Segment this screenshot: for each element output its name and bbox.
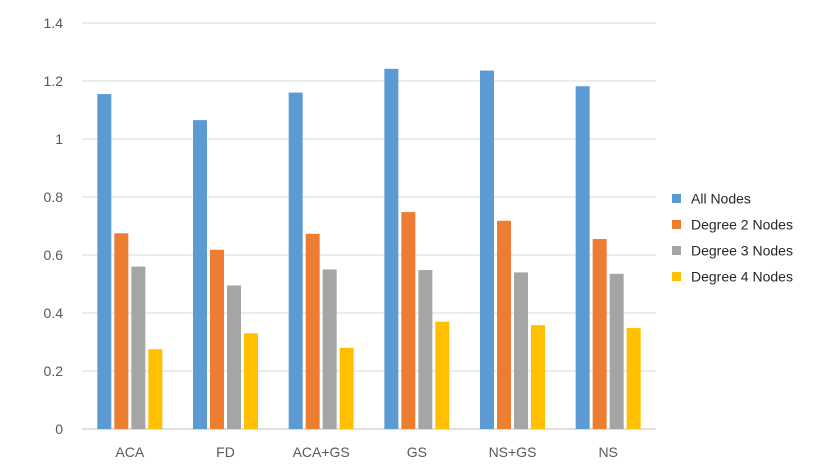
gridlines bbox=[82, 22, 656, 430]
legend-label: All Nodes bbox=[691, 191, 751, 207]
bar-degree-2-nodes-aca-plus-gs bbox=[305, 233, 320, 429]
y-tick-label: 0 bbox=[55, 421, 63, 437]
x-tick-label: NS bbox=[598, 444, 617, 460]
bar-degree-3-nodes-aca bbox=[131, 266, 146, 429]
legend-swatch bbox=[672, 220, 681, 229]
bar-degree-3-nodes-ns bbox=[609, 273, 624, 429]
x-axis: ACA FD ACA+GS GS NS+GS NS bbox=[115, 444, 617, 460]
bars bbox=[97, 68, 641, 430]
y-tick-label: 0.6 bbox=[44, 247, 64, 263]
bar-degree-3-nodes-aca-plus-gs bbox=[322, 269, 337, 429]
y-tick-label: 1 bbox=[55, 131, 63, 147]
bar-degree-4-nodes-fd bbox=[244, 333, 258, 429]
bar-degree-2-nodes-aca bbox=[114, 233, 129, 429]
bar-degree-3-nodes-gs bbox=[418, 270, 433, 429]
legend-label: Degree 4 Nodes bbox=[691, 269, 793, 285]
bar-degree-2-nodes-fd bbox=[210, 249, 224, 429]
x-tick-label: ACA bbox=[115, 444, 144, 460]
y-tick-label: 0.2 bbox=[44, 363, 64, 379]
x-tick-label: ACA+GS bbox=[293, 444, 350, 460]
bar-all-nodes-fd bbox=[193, 120, 207, 430]
bar-degree-4-nodes-ns-plus-gs bbox=[531, 325, 545, 429]
bar-degree-2-nodes-gs bbox=[401, 212, 416, 429]
bar-degree-4-nodes-aca bbox=[148, 349, 163, 429]
bar-degree-2-nodes-ns-plus-gs bbox=[497, 220, 511, 429]
y-axis: 0 0.2 0.4 0.6 0.8 1 1.2 1.4 bbox=[44, 15, 64, 437]
bar-all-nodes-aca-plus-gs bbox=[288, 92, 303, 429]
x-tick-label: NS+GS bbox=[489, 444, 537, 460]
y-tick-label: 1.4 bbox=[44, 15, 64, 31]
legend-swatch bbox=[672, 272, 681, 281]
bar-degree-3-nodes-fd bbox=[227, 285, 241, 429]
bar-all-nodes-ns bbox=[575, 86, 590, 429]
bar-degree-4-nodes-aca-plus-gs bbox=[339, 347, 354, 429]
bar-degree-4-nodes-ns bbox=[626, 328, 641, 429]
x-tick-label: GS bbox=[407, 444, 427, 460]
x-tick-label: FD bbox=[216, 444, 235, 460]
y-tick-label: 0.4 bbox=[44, 305, 64, 321]
bar-degree-3-nodes-ns-plus-gs bbox=[514, 272, 528, 429]
y-tick-label: 0.8 bbox=[44, 189, 64, 205]
legend: All Nodes Degree 2 Nodes Degree 3 Nodes Deg… bbox=[672, 191, 793, 285]
bar-all-nodes-gs bbox=[384, 68, 399, 429]
legend-label: Degree 3 Nodes bbox=[691, 243, 793, 259]
legend-swatch bbox=[672, 246, 681, 255]
legend-swatch bbox=[672, 194, 681, 203]
bar-degree-4-nodes-gs bbox=[435, 321, 450, 429]
legend-label: Degree 2 Nodes bbox=[691, 217, 793, 233]
y-tick-label: 1.2 bbox=[44, 73, 64, 89]
bar-all-nodes-ns-plus-gs bbox=[480, 70, 494, 429]
bar-all-nodes-aca bbox=[97, 94, 112, 430]
bar-degree-2-nodes-ns bbox=[592, 239, 607, 429]
